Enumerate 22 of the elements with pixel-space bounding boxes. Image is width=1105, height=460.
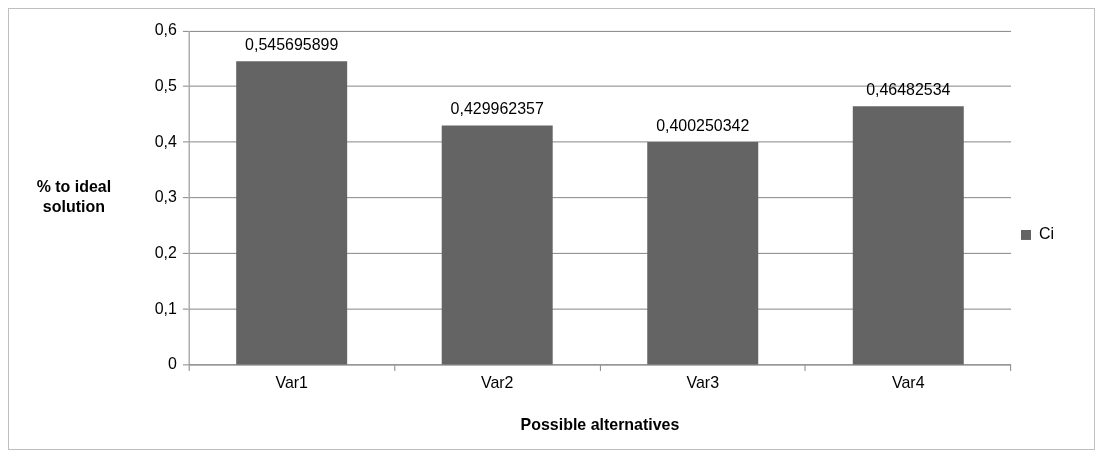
y-tick-label: 0,6 [154,21,178,39]
data-label: 0,545695899 [245,35,339,53]
data-label: 0,46482534 [866,80,951,98]
x-tick-label: Var1 [275,373,309,391]
y-tick-label: 0,5 [154,76,178,94]
bar [441,125,553,365]
x-tick-label: Var2 [480,373,514,391]
bar [852,106,964,365]
legend-label: Ci [1038,225,1055,243]
y-tick-label: 0,4 [154,132,178,150]
y-axis-title: % to ideal solution [36,178,112,216]
bar [236,61,348,365]
y-tick-label: 0,3 [154,188,178,206]
x-tick-label: Var3 [686,373,720,391]
x-tick-label: Var4 [892,373,925,391]
data-label: 0,400250342 [656,116,750,134]
y-tick-label: 0,2 [154,244,178,261]
bar [647,142,759,365]
x-axis-title: Possible alternatives [520,415,680,433]
data-label: 0,429962357 [450,100,544,118]
y-tick-label: 0,1 [154,299,178,317]
y-tick-label: 0 [168,355,178,373]
